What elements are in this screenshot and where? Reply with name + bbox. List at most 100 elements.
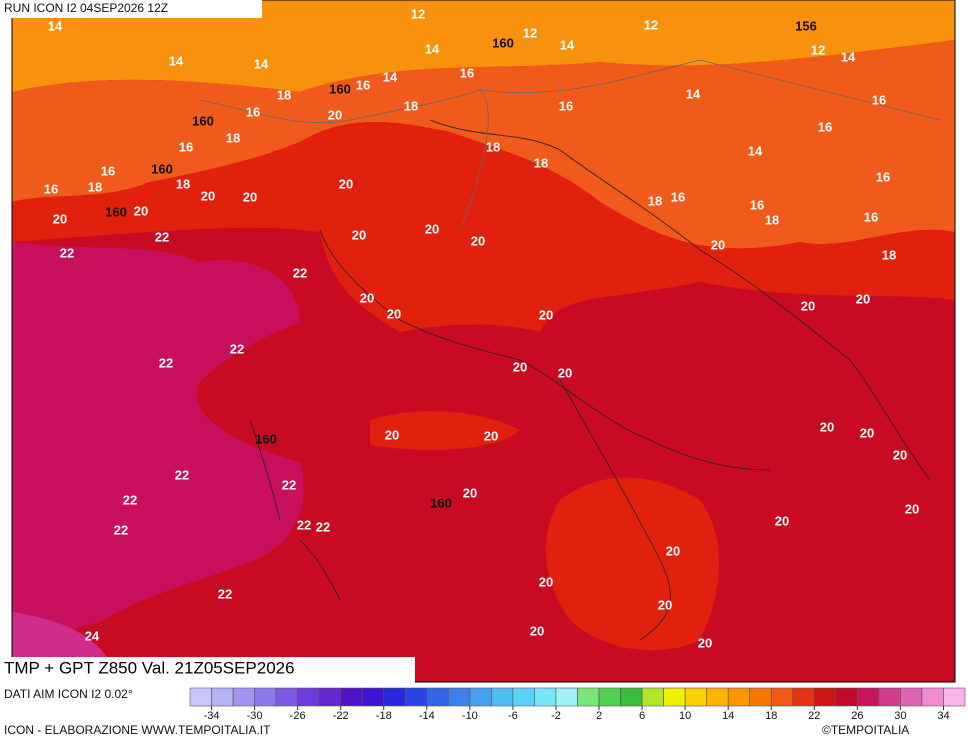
colorbar-tick-label: 14 [722, 710, 734, 722]
colorbar-swatch [361, 687, 385, 707]
colorbar-tick-label: -18 [376, 710, 392, 722]
temperature-label: 18 [882, 247, 896, 262]
footer-title: TMP + GPT Z850 Val. 21Z05SEP2026 [4, 658, 295, 677]
temperature-label: 14 [169, 53, 184, 68]
colorbar-swatch [211, 687, 234, 707]
temperature-label: 18 [226, 130, 240, 145]
title-box [0, 657, 415, 683]
temperature-label: 22 [159, 355, 173, 370]
temperature-label: 20 [201, 188, 215, 203]
colorbar-swatch [448, 687, 471, 707]
temperature-label: 20 [711, 237, 725, 252]
temperature-label: 20 [539, 307, 553, 322]
border-east [479, 59, 941, 121]
temperature-label: 20 [360, 290, 374, 305]
colorbar-swatch [878, 687, 901, 707]
temperature-label: 22 [218, 586, 232, 601]
colorbar-tick-label: -34 [204, 710, 220, 722]
colorbar-swatch [426, 687, 449, 707]
colorbar-swatch [383, 687, 406, 707]
temperature-label: 20 [558, 365, 572, 380]
colorbar-swatch [943, 687, 966, 707]
temperature-label: 16 [460, 65, 474, 80]
border-alps [199, 89, 489, 231]
temperature-label: 18 [176, 176, 190, 191]
colorbar-swatch [297, 687, 320, 707]
data-source: DATI AIM ICON I2 0.02° [4, 687, 133, 701]
temperature-label: 18 [648, 193, 662, 208]
colorbar-tick-label: 2 [596, 710, 602, 722]
colorbar-tick-label: 6 [639, 710, 645, 722]
temperature-label: 18 [534, 155, 548, 170]
temperature-label: 12 [811, 42, 825, 57]
colorbar-swatch [577, 687, 600, 707]
temperature-label: 22 [293, 265, 307, 280]
header-box [0, 0, 262, 18]
colorbar-swatch [663, 687, 686, 707]
temperature-label: 22 [230, 341, 244, 356]
temperature-label: 20 [463, 485, 477, 500]
temperature-label: 16 [864, 209, 878, 224]
temperature-label: 22 [123, 492, 137, 507]
colorbar-swatch [275, 687, 298, 707]
geopotential-label: 160 [192, 113, 214, 128]
geopotential-label: 160 [255, 431, 277, 446]
credits: ICON - ELABORAZIONE WWW.TEMPOITALIA.IT [4, 723, 271, 737]
region-18-20-sea [370, 411, 520, 450]
colorbar-tick-label: 22 [808, 710, 820, 722]
temperature-label: 20 [134, 203, 148, 218]
colorbar-swatch [641, 687, 664, 707]
temperature-label: 14 [686, 86, 701, 101]
colorbar-swatch [684, 687, 707, 707]
geopotential-label: 160 [151, 161, 173, 176]
temperature-label: 22 [297, 517, 311, 532]
region-22-24 [12, 242, 304, 642]
region-18-20 [12, 122, 955, 332]
temperature-label: 22 [60, 245, 74, 260]
temperature-label: 16 [671, 189, 685, 204]
colorbar-swatch [749, 687, 772, 707]
temperature-label: 20 [471, 233, 485, 248]
geopotential-label: 160 [105, 204, 127, 219]
temperature-label: 12 [411, 6, 425, 21]
temperature-label: 20 [484, 428, 498, 443]
temperature-label: 20 [801, 298, 815, 313]
temperature-label: 16 [750, 197, 764, 212]
temperature-label: 16 [356, 77, 370, 92]
temperature-label: 12 [523, 25, 537, 40]
colorbar-swatch [727, 687, 751, 707]
temperature-label: 14 [560, 37, 575, 52]
temperature-label: 20 [385, 427, 399, 442]
colorbar-swatch [857, 687, 880, 707]
temperature-label: 20 [658, 597, 672, 612]
temperature-label: 16 [179, 139, 193, 154]
temperature-label: 16 [101, 163, 115, 178]
coastline-islands [249, 419, 341, 601]
temperature-label: 20 [352, 227, 366, 242]
temperature-label: 20 [328, 107, 342, 122]
colorbar-swatch [814, 687, 837, 707]
colorbar-swatch [254, 687, 277, 707]
temperature-label: 14 [383, 69, 398, 84]
temperature-label: 14 [748, 143, 763, 158]
colorbar-tick-label: 10 [679, 710, 691, 722]
colorbar-tick-label: -22 [333, 710, 349, 722]
region-12-14 [12, 0, 955, 92]
temperature-label: 20 [775, 513, 789, 528]
colorbar-swatch [792, 687, 815, 707]
temperature-label: 18 [765, 212, 779, 227]
temperature-label: 16 [246, 104, 260, 119]
colorbar-tick-label: 18 [765, 710, 777, 722]
coastline-adriatic [429, 119, 931, 481]
colorbar-swatch [189, 687, 212, 707]
temperature-label: 20 [820, 419, 834, 434]
colorbar-tick-label: -10 [462, 710, 478, 722]
temperature-label: 20 [893, 447, 907, 462]
map-frame [11, 0, 956, 683]
geopotential-label: 160 [430, 495, 452, 510]
colorbar-tick-label: -14 [419, 710, 435, 722]
temperature-label: 16 [559, 98, 573, 113]
temperature-label: 22 [155, 229, 169, 244]
colorbar-swatch [534, 687, 557, 707]
